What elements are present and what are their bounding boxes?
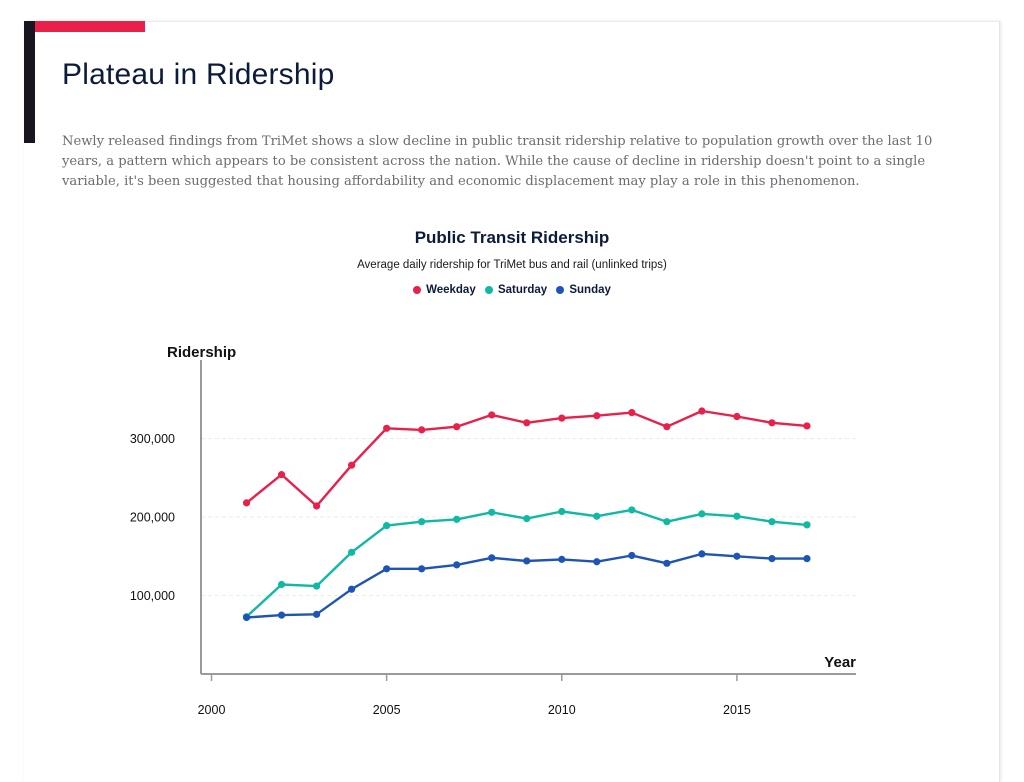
data-point-weekday[interactable]: [768, 419, 776, 427]
chart-legend: Weekday Saturday Sunday: [0, 284, 1024, 297]
data-point-saturday[interactable]: [803, 521, 811, 529]
data-point-saturday[interactable]: [453, 515, 461, 523]
data-point-saturday[interactable]: [768, 518, 776, 526]
data-point-sunday[interactable]: [488, 554, 496, 562]
data-point-weekday[interactable]: [733, 412, 741, 421]
x-axis-title: Year: [824, 654, 856, 671]
legend-item-saturday[interactable]: Saturday: [484, 284, 548, 296]
data-point-weekday[interactable]: [523, 419, 531, 427]
data-point-saturday[interactable]: [733, 512, 741, 520]
legend-label-saturday: Saturday: [497, 284, 548, 296]
data-point-saturday[interactable]: [698, 510, 706, 518]
data-point-weekday[interactable]: [593, 412, 601, 420]
data-point-weekday[interactable]: [628, 408, 636, 417]
data-point-weekday[interactable]: [803, 422, 811, 430]
legend-label-sunday: Sunday: [569, 284, 611, 296]
y-tick-label: 200,000: [130, 511, 175, 525]
y-tick-label: 100,000: [130, 589, 175, 603]
data-point-saturday[interactable]: [488, 508, 496, 516]
data-point-saturday[interactable]: [312, 582, 321, 590]
data-point-sunday[interactable]: [277, 611, 286, 619]
y-axis-title: Ridership: [167, 344, 236, 361]
data-point-weekday[interactable]: [242, 499, 251, 507]
data-point-saturday[interactable]: [383, 522, 391, 530]
data-point-sunday[interactable]: [698, 550, 706, 558]
data-point-weekday[interactable]: [418, 426, 426, 434]
data-point-weekday[interactable]: [453, 423, 461, 431]
x-tick-label: 2000: [198, 703, 226, 717]
data-point-sunday[interactable]: [453, 561, 461, 569]
data-point-weekday[interactable]: [277, 471, 286, 479]
accent-bar-left: [24, 21, 35, 143]
data-point-sunday[interactable]: [593, 558, 601, 566]
data-point-sunday[interactable]: [348, 585, 356, 593]
data-point-sunday[interactable]: [418, 565, 426, 573]
data-point-saturday[interactable]: [558, 507, 566, 516]
x-tick-label: 2010: [548, 703, 576, 717]
data-point-sunday[interactable]: [242, 613, 251, 622]
data-point-sunday[interactable]: [733, 552, 741, 560]
legend-dot-saturday: [484, 286, 493, 294]
legend-dot-weekday: [413, 286, 422, 294]
data-point-sunday[interactable]: [523, 557, 531, 565]
y-tick-label: 300,000: [130, 432, 175, 446]
data-point-weekday[interactable]: [488, 411, 496, 419]
data-point-weekday[interactable]: [383, 424, 391, 432]
data-point-sunday[interactable]: [558, 555, 566, 563]
x-tick-label: 2015: [723, 703, 751, 717]
data-point-sunday[interactable]: [383, 565, 391, 573]
data-point-saturday[interactable]: [523, 514, 531, 523]
data-point-weekday[interactable]: [348, 461, 356, 469]
data-point-sunday[interactable]: [663, 559, 671, 567]
data-point-saturday[interactable]: [348, 548, 356, 556]
data-point-sunday[interactable]: [312, 610, 321, 618]
data-point-weekday[interactable]: [663, 423, 671, 431]
data-point-saturday[interactable]: [663, 518, 671, 526]
chart-subtitle: Average daily ridership for TriMet bus a…: [357, 259, 667, 271]
x-tick-label: 2005: [373, 703, 401, 717]
data-point-saturday[interactable]: [277, 580, 286, 589]
data-point-sunday[interactable]: [803, 555, 811, 563]
data-point-weekday[interactable]: [698, 407, 706, 415]
article-card: [24, 21, 1000, 782]
accent-bar-top: [24, 21, 145, 32]
data-point-saturday[interactable]: [628, 506, 636, 514]
legend-dot-sunday: [556, 286, 565, 294]
legend-item-weekday[interactable]: Weekday: [413, 284, 476, 296]
data-point-weekday[interactable]: [312, 502, 321, 510]
page-title: Plateau in Ridership: [62, 58, 335, 91]
legend-label-weekday: Weekday: [426, 284, 476, 296]
data-point-sunday[interactable]: [628, 551, 636, 560]
data-point-weekday[interactable]: [558, 414, 566, 422]
intro-paragraph: Newly released findings from TriMet show…: [62, 134, 933, 189]
data-point-sunday[interactable]: [768, 555, 776, 563]
chart-title: Public Transit Ridership: [414, 228, 610, 247]
legend-item-sunday[interactable]: Sunday: [556, 284, 611, 296]
data-point-saturday[interactable]: [418, 518, 426, 526]
data-point-saturday[interactable]: [593, 512, 601, 520]
